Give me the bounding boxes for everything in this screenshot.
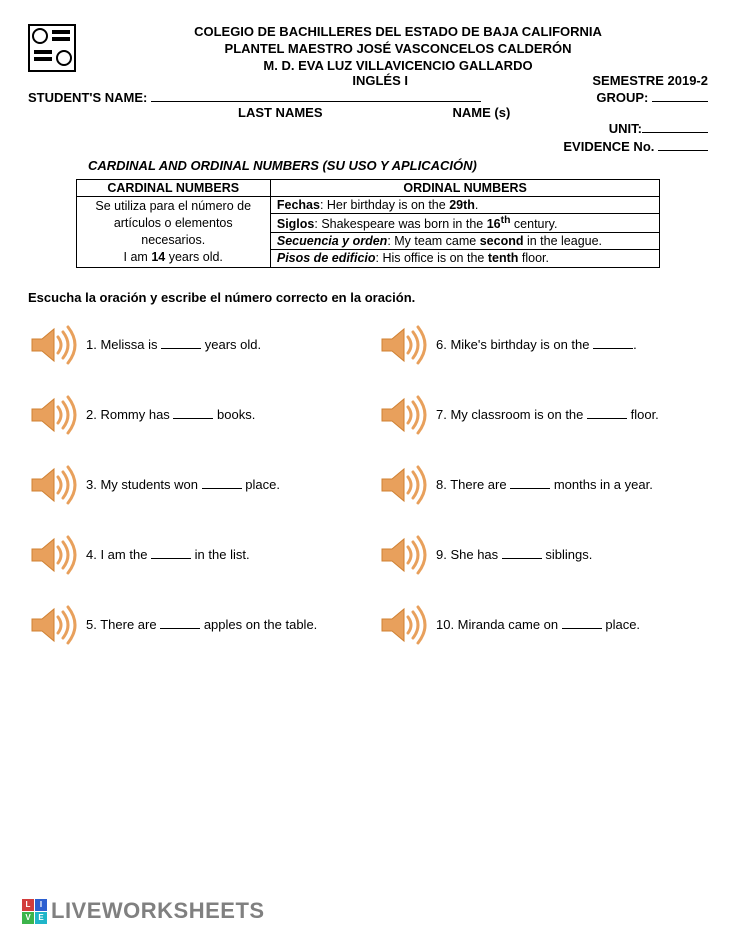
answer-blank-6[interactable]	[593, 338, 633, 349]
speaker-icon[interactable]	[378, 393, 432, 437]
exercise-item-5: 5. There are apples on the table.	[28, 603, 358, 647]
answer-blank-5[interactable]	[160, 618, 200, 629]
section-title: CARDINAL AND ORDINAL NUMBERS (SU USO Y A…	[28, 158, 708, 173]
answer-blank-10[interactable]	[562, 618, 602, 629]
speaker-icon[interactable]	[378, 323, 432, 367]
ordinal-secuencia: Secuencia y orden: My team came second i…	[270, 233, 660, 250]
tile-l: L	[22, 899, 34, 911]
last-names-label: LAST NAMES	[238, 105, 323, 120]
answer-blank-3[interactable]	[202, 478, 242, 489]
speaker-icon[interactable]	[28, 323, 82, 367]
group-field[interactable]	[652, 90, 708, 102]
answer-blank-1[interactable]	[161, 338, 201, 349]
header-line-1: COLEGIO DE BACHILLERES DEL ESTADO DE BAJ…	[88, 24, 708, 41]
evidence-label: EVIDENCE No.	[563, 139, 654, 154]
names-label: NAME (s)	[453, 105, 511, 120]
ordinal-pisos: Pisos de edificio: His office is on the …	[270, 250, 660, 267]
unit-field[interactable]	[642, 121, 708, 133]
tile-i: I	[35, 899, 47, 911]
exercise-grid: 1. Melissa is years old. 6. Mike's birth…	[28, 323, 708, 647]
answer-blank-7[interactable]	[587, 408, 627, 419]
exercise-item-9: 9. She has siblings.	[378, 533, 708, 577]
exercise-item-6: 6. Mike's birthday is on the .	[378, 323, 708, 367]
speaker-icon[interactable]	[378, 463, 432, 507]
exercise-item-1: 1. Melissa is years old.	[28, 323, 358, 367]
student-name-field[interactable]	[151, 90, 481, 102]
exercise-item-3: 3. My students won place.	[28, 463, 358, 507]
group-label: GROUP:	[596, 90, 648, 105]
semester-label: SEMESTRE 2019-2	[592, 73, 708, 88]
numbers-table: CARDINAL NUMBERS ORDINAL NUMBERS Se util…	[76, 179, 661, 268]
speaker-icon[interactable]	[28, 533, 82, 577]
exercise-instruction: Escucha la oración y escribe el número c…	[28, 290, 708, 305]
liveworksheets-logo: L I V E LIVEWORKSHEETS	[22, 898, 265, 924]
answer-blank-9[interactable]	[502, 548, 542, 559]
unit-label: UNIT:	[609, 121, 642, 136]
student-name-label: STUDENT'S NAME:	[28, 90, 147, 105]
exercise-item-8: 8. There are months in a year.	[378, 463, 708, 507]
answer-blank-4[interactable]	[151, 548, 191, 559]
answer-blank-2[interactable]	[173, 408, 213, 419]
tile-e: E	[35, 912, 47, 924]
tile-v: V	[22, 912, 34, 924]
header-line-2: PLANTEL MAESTRO JOSÉ VASCONCELOS CALDERÓ…	[88, 41, 708, 58]
exercise-item-10: 10. Miranda came on place.	[378, 603, 708, 647]
speaker-icon[interactable]	[28, 603, 82, 647]
ordinal-siglos: Siglos: Shakespeare was born in the 16th…	[270, 214, 660, 233]
answer-blank-8[interactable]	[510, 478, 550, 489]
exercise-item-7: 7. My classroom is on the floor.	[378, 393, 708, 437]
exercise-item-2: 2. Rommy has books.	[28, 393, 358, 437]
cardinal-header: CARDINAL NUMBERS	[76, 180, 270, 197]
cardinal-cell: Se utiliza para el número de artículos o…	[76, 197, 270, 268]
ordinal-fechas: Fechas: Her birthday is on the 29th.	[270, 197, 660, 214]
brand-text: LIVEWORKSHEETS	[51, 898, 265, 924]
school-logo	[28, 24, 76, 72]
speaker-icon[interactable]	[378, 533, 432, 577]
exercise-item-4: 4. I am the in the list.	[28, 533, 358, 577]
speaker-icon[interactable]	[28, 393, 82, 437]
evidence-field[interactable]	[658, 139, 708, 151]
course-label: INGLÉS I	[352, 73, 408, 88]
speaker-icon[interactable]	[378, 603, 432, 647]
speaker-icon[interactable]	[28, 463, 82, 507]
ordinal-header: ORDINAL NUMBERS	[270, 180, 660, 197]
